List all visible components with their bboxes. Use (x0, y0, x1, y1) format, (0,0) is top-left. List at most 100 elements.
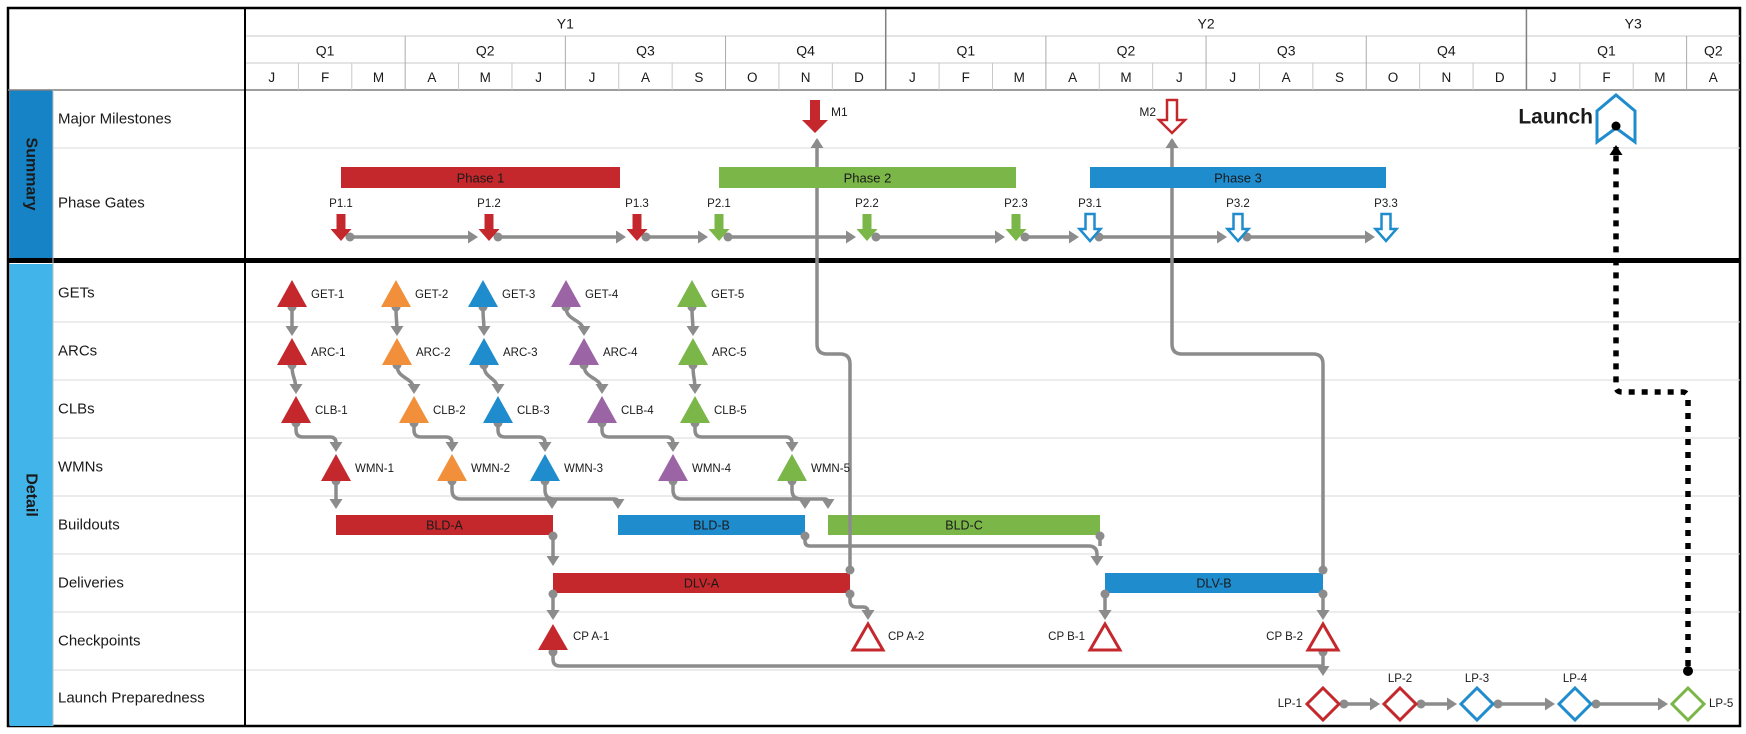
task-CLB-3[interactable] (483, 396, 513, 423)
connector-arrowhead (1090, 556, 1104, 566)
connector-arrowhead (1098, 610, 1112, 620)
connector-dot (1318, 565, 1328, 575)
task-ARC-5[interactable] (678, 338, 708, 365)
connector-dot (1318, 589, 1328, 599)
gate-P3.1[interactable] (1076, 212, 1104, 243)
year-header: Y1 (557, 16, 574, 32)
task-label-WMN-1: WMN-1 (355, 463, 394, 475)
gate-P3.2[interactable] (1224, 212, 1252, 243)
lp-diamond-LP-2[interactable] (1381, 685, 1419, 723)
task-GET-2[interactable] (381, 280, 411, 307)
task-label-ARC-3: ARC-3 (503, 347, 538, 359)
checkpoint-CP-A-1[interactable] (538, 624, 568, 650)
task-label-CLB-1: CLB-1 (315, 405, 348, 417)
phase-label: Phase 3 (1214, 171, 1262, 186)
gate-label-P1.3: P1.3 (625, 198, 649, 210)
quarter-header: Q1 (956, 43, 975, 59)
connector-dot (1416, 699, 1426, 709)
quarter-header: Q3 (1277, 43, 1296, 59)
task-GET-1[interactable] (277, 280, 307, 307)
gate-P1.3[interactable] (626, 214, 648, 241)
task-WMN-4[interactable] (658, 454, 688, 481)
table-frame (6, 6, 1742, 728)
lp-label: LP-5 (1709, 698, 1733, 710)
milestone-M1[interactable] (802, 100, 828, 133)
task-ARC-4[interactable] (569, 338, 599, 365)
row-label: WMNs (58, 459, 103, 476)
gate-P1.2[interactable] (478, 214, 500, 241)
month-header: J (1550, 70, 1557, 85)
phase-label: Phase 2 (844, 171, 892, 186)
lp-diamond-LP-1[interactable] (1304, 685, 1342, 723)
connector-arrowhead (616, 230, 626, 244)
connector-dlvA-m1 (815, 140, 852, 570)
lp-diamond-LP-5[interactable] (1669, 685, 1707, 723)
task-ARC-2[interactable] (382, 338, 412, 365)
task-ARC-1[interactable] (277, 338, 307, 365)
task-CLB-5[interactable] (680, 396, 710, 423)
connector-arrowhead (1609, 145, 1623, 155)
checkpoint-CP-A-2[interactable] (850, 620, 886, 652)
lp-label: LP-2 (1388, 673, 1412, 685)
row-label: ARCs (58, 343, 97, 360)
phase-bar-Phase-1[interactable] (341, 167, 620, 188)
connector-arrowhead (289, 384, 303, 394)
connector-arrowhead (1365, 230, 1375, 244)
connector-dot (1095, 531, 1105, 541)
gate-label-P1.1: P1.1 (329, 198, 353, 210)
task-CLB-1[interactable] (281, 396, 311, 423)
connector-arrowhead (407, 384, 421, 394)
connector-arrowhead (445, 442, 459, 452)
gate-P3.3[interactable] (1372, 212, 1400, 243)
connector-arrowhead (666, 442, 680, 452)
connector-arrowhead (1545, 697, 1555, 711)
bar-DLV-A[interactable] (553, 573, 850, 593)
connector-arrowhead (861, 610, 875, 620)
task-WMN-3[interactable] (530, 454, 560, 481)
bar-DLV-B[interactable] (1105, 573, 1323, 593)
gate-P2.3[interactable] (1005, 214, 1027, 241)
phase-bar-Phase-3[interactable] (1090, 167, 1386, 188)
month-header: J (909, 70, 916, 85)
connector-dot (548, 531, 558, 541)
phase-bar-Phase-2[interactable] (719, 167, 1016, 188)
month-header: A (427, 70, 436, 85)
connector-dot (1591, 699, 1601, 709)
gate-label-P2.2: P2.2 (855, 198, 879, 210)
checkpoint-CP-B-2[interactable] (1305, 620, 1341, 652)
month-header: M (1654, 70, 1665, 85)
connector-arrowhead (1370, 697, 1380, 711)
gate-P2.2[interactable] (856, 214, 878, 241)
task-CLB-2[interactable] (399, 396, 429, 423)
checkpoint-label: CP B-1 (1048, 631, 1085, 643)
connector-clb2-wmn2 (412, 423, 454, 449)
lp-diamond-LP-3[interactable] (1458, 685, 1496, 723)
task-GET-3[interactable] (468, 280, 498, 307)
task-WMN-2[interactable] (437, 454, 467, 481)
quarter-header: Q4 (1437, 43, 1456, 59)
task-GET-5[interactable] (677, 280, 707, 307)
task-WMN-5[interactable] (777, 454, 807, 481)
checkpoint-CP-B-1[interactable] (1087, 620, 1123, 652)
task-label-GET-5: GET-5 (711, 289, 744, 301)
bar-BLD-C[interactable] (828, 515, 1100, 535)
gate-P2.1[interactable] (708, 214, 730, 241)
lp-diamond-LP-4[interactable] (1556, 685, 1594, 723)
bar-BLD-B[interactable] (618, 515, 805, 535)
task-WMN-1[interactable] (321, 454, 351, 481)
month-header: J (535, 70, 542, 85)
month-header: F (962, 70, 970, 85)
task-CLB-4[interactable] (587, 396, 617, 423)
task-ARC-3[interactable] (469, 338, 499, 365)
gate-P1.1[interactable] (330, 214, 352, 241)
connector-arrowhead (546, 610, 560, 620)
bar-BLD-A[interactable] (336, 515, 553, 535)
row-label: Buildouts (58, 517, 120, 534)
connector-arrowhead (1316, 610, 1330, 620)
phase-label: Phase 1 (457, 171, 505, 186)
task-GET-4[interactable] (551, 280, 581, 307)
milestone-M2[interactable] (1155, 98, 1189, 135)
lp-label: LP-1 (1278, 698, 1302, 710)
